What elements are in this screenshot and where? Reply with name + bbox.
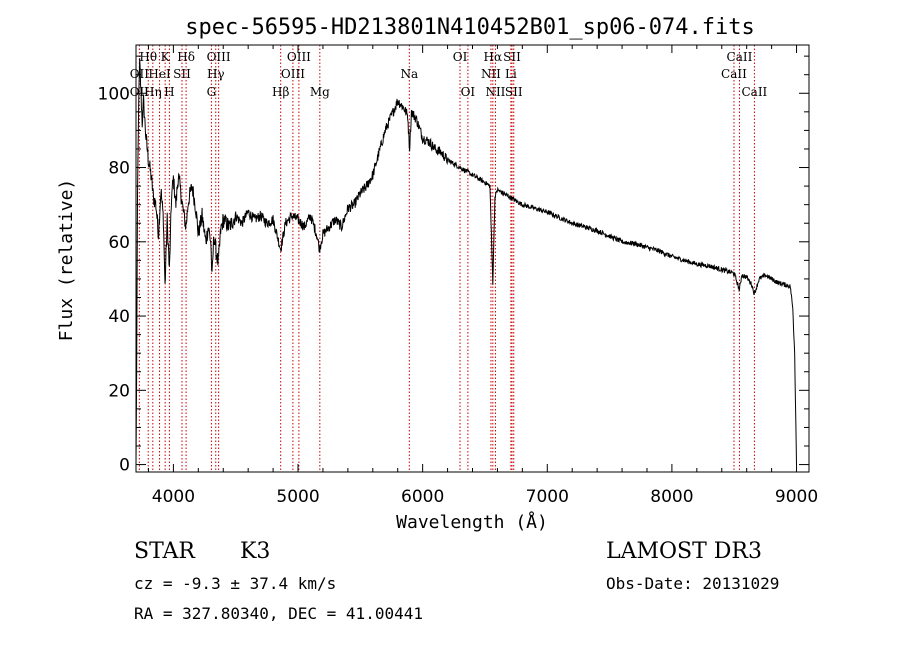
spectral-line-markers — [138, 45, 755, 472]
plot-frame — [135, 44, 810, 473]
line-label: NII — [485, 85, 505, 99]
line-label: OII — [130, 85, 150, 99]
line-label: NII — [481, 67, 501, 81]
y-tick-label: 80 — [108, 159, 130, 179]
line-label: OIII — [287, 50, 311, 64]
line-label: CaII — [741, 85, 767, 99]
line-label: SII — [503, 50, 521, 64]
redshift-value: cz = -9.3 ± 37.4 km/s — [134, 574, 336, 593]
x-tick-label: 5000 — [276, 487, 319, 507]
line-label: Hθ — [139, 50, 157, 64]
object-class: STAR — [134, 539, 196, 564]
y-tick-label: 60 — [108, 233, 130, 253]
line-label: Hδ — [177, 50, 195, 64]
x-tick-label: 6000 — [401, 487, 444, 507]
y-axis-ticks: 0 20 40 60 80 100 — [98, 55, 809, 476]
x-tick-label: 7000 — [526, 487, 569, 507]
y-tick-label: 20 — [108, 381, 130, 401]
line-label: Li — [505, 67, 517, 81]
x-axis-ticks: 4000 5000 6000 7000 8000 9000 — [147, 45, 818, 507]
x-tick-label: 9000 — [775, 487, 818, 507]
x-tick-label: 8000 — [650, 487, 693, 507]
line-label: CaII — [721, 67, 747, 81]
y-tick-label: 0 — [119, 456, 130, 476]
coordinates: RA = 327.80340, DEC = 41.00441 — [134, 604, 423, 623]
line-label: OI — [461, 85, 476, 99]
line-label: Hβ — [272, 85, 289, 99]
line-label: OIII — [281, 67, 305, 81]
x-axis-label: Wavelength (Å) — [396, 511, 548, 533]
line-label: Hα — [484, 50, 503, 64]
obs-date: Obs-Date: 20131029 — [606, 574, 779, 593]
y-tick-label: 40 — [108, 307, 130, 327]
line-label: SII — [505, 85, 523, 99]
line-label: OIII — [207, 50, 231, 64]
y-axis-label: Flux (relative) — [56, 179, 77, 342]
line-label: G — [207, 85, 217, 99]
line-label: Hγ — [207, 67, 225, 81]
survey-name: LAMOST DR3 — [606, 539, 762, 564]
x-tick-label: 4000 — [152, 487, 195, 507]
line-label: HeI — [148, 67, 171, 81]
line-label: SII — [173, 67, 191, 81]
line-label: CaII — [727, 50, 753, 64]
line-label: Na — [400, 67, 418, 81]
line-label: OI — [453, 50, 468, 64]
spectrum-line — [135, 58, 797, 465]
y-tick-label: 100 — [98, 84, 130, 104]
line-label: K — [161, 50, 171, 64]
line-label: Hη — [144, 85, 162, 99]
object-subclass: K3 — [240, 539, 270, 564]
spectrum-series — [135, 58, 797, 465]
line-label: Mg — [310, 85, 330, 99]
chart-title: spec-56595-HD213801N410452B01_sp06-074.f… — [185, 15, 755, 40]
line-label: H — [164, 85, 174, 99]
